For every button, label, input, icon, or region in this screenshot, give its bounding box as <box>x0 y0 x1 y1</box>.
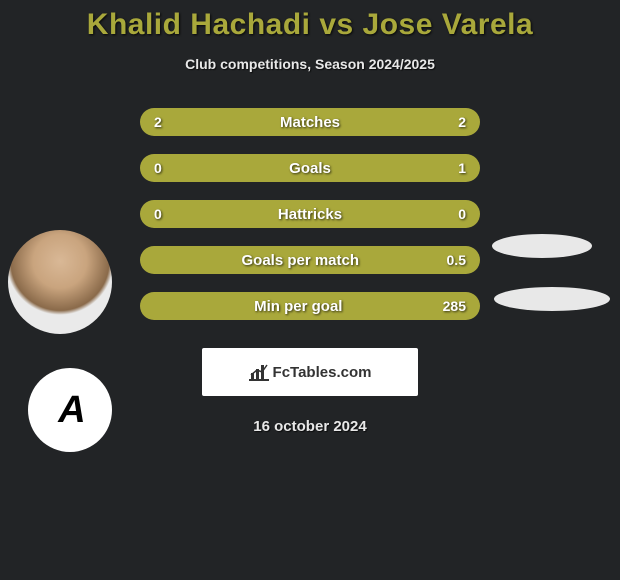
player-left-club-badge: A <box>28 368 112 452</box>
page-title: Khalid Hachadi vs Jose Varela <box>0 8 620 42</box>
stat-row-hattricks: 0 Hattricks 0 <box>140 200 480 228</box>
stat-label: Goals <box>289 160 331 177</box>
stat-right-value: 0.5 <box>447 252 466 268</box>
stat-label: Hattricks <box>278 206 342 223</box>
comparison-card: Khalid Hachadi vs Jose Varela Club compe… <box>0 0 620 435</box>
stat-left-value: 0 <box>154 206 162 222</box>
stat-right-value: 2 <box>458 114 466 130</box>
stat-left-value: 0 <box>154 160 162 176</box>
stat-right-value: 0 <box>458 206 466 222</box>
stat-row-matches: 2 Matches 2 <box>140 108 480 136</box>
stat-row-min-per-goal: Min per goal 285 <box>140 292 480 320</box>
stats-area: A 2 Matches 2 0 Goals 1 0 Hattricks 0 Go… <box>0 108 620 328</box>
right-ellipse-1 <box>492 234 592 258</box>
stat-label: Matches <box>280 114 340 131</box>
stat-right-value: 285 <box>443 298 466 314</box>
stat-label: Min per goal <box>254 298 342 315</box>
source-badge: FcTables.com <box>202 348 418 396</box>
stat-left-value: 2 <box>154 114 162 130</box>
club-initials: A <box>58 389 81 432</box>
stat-right-value: 1 <box>458 160 466 176</box>
stat-row-goals-per-match: Goals per match 0.5 <box>140 246 480 274</box>
player-left-avatar <box>8 230 112 334</box>
source-badge-text: FcTables.com <box>273 364 372 381</box>
stat-label: Goals per match <box>241 252 359 269</box>
subtitle: Club competitions, Season 2024/2025 <box>0 56 620 72</box>
stat-row-goals: 0 Goals 1 <box>140 154 480 182</box>
chart-icon <box>249 363 269 381</box>
right-ellipse-2 <box>494 287 610 311</box>
